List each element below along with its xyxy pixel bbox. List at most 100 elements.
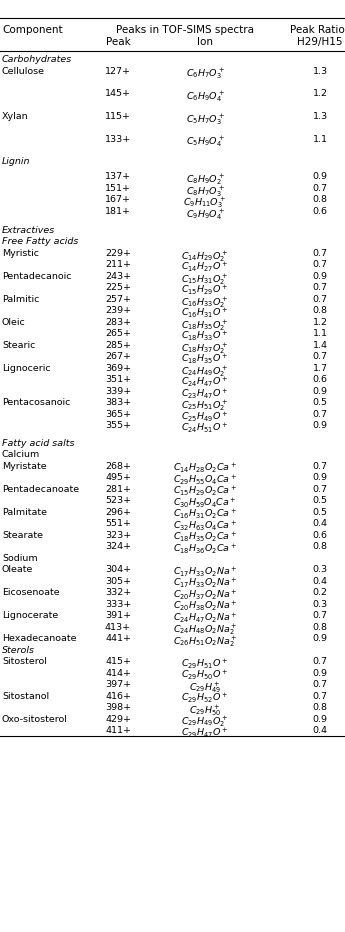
Text: Calcium: Calcium [2,450,40,459]
Text: Fatty acid salts: Fatty acid salts [2,439,75,447]
Text: $C_{18}H_{35}O_2^+$: $C_{18}H_{35}O_2^+$ [181,318,229,333]
Text: 0.3: 0.3 [313,599,327,609]
Text: 0.7: 0.7 [313,692,327,701]
Text: 0.6: 0.6 [313,530,327,540]
Text: Peak Ratios: Peak Ratios [290,25,345,35]
Text: 1.1: 1.1 [313,134,327,144]
Text: Stearate: Stearate [2,530,43,540]
Text: 225+: 225+ [105,283,131,293]
Text: 304+: 304+ [105,565,131,574]
Text: 351+: 351+ [105,376,131,384]
Text: Ion: Ion [197,37,213,47]
Text: 0.7: 0.7 [313,295,327,304]
Text: 1.2: 1.2 [313,318,327,327]
Text: $C_{15}H_{29}O_2Ca^+$: $C_{15}H_{29}O_2Ca^+$ [173,485,237,499]
Text: 0.9: 0.9 [313,172,327,182]
Text: Myristate: Myristate [2,461,47,471]
Text: 211+: 211+ [105,260,131,269]
Text: $C_{24}H_{51}O^+$: $C_{24}H_{51}O^+$ [181,421,229,435]
Text: 167+: 167+ [105,196,131,204]
Text: 1.1: 1.1 [313,329,327,338]
Text: $C_{29}H_{49}O_2^+$: $C_{29}H_{49}O_2^+$ [181,715,229,730]
Text: Xylan: Xylan [2,112,29,121]
Text: H29/H15: H29/H15 [297,37,343,47]
Text: $C_5H_9O_4^+$: $C_5H_9O_4^+$ [186,134,225,149]
Text: 115+: 115+ [105,112,131,121]
Text: Sitostanol: Sitostanol [2,692,49,701]
Text: 267+: 267+ [105,352,131,362]
Text: 323+: 323+ [105,530,131,540]
Text: Oleic: Oleic [2,318,26,327]
Text: 257+: 257+ [105,295,131,304]
Text: 416+: 416+ [105,692,131,701]
Text: 333+: 333+ [105,599,131,609]
Text: $C_{18}H_{33}O^+$: $C_{18}H_{33}O^+$ [181,329,229,343]
Text: 1.2: 1.2 [313,89,327,98]
Text: Pentadecanoic: Pentadecanoic [2,272,71,281]
Text: 383+: 383+ [105,398,131,407]
Text: 265+: 265+ [105,329,131,338]
Text: $C_{20}H_{38}O_2Na^+$: $C_{20}H_{38}O_2Na^+$ [173,599,237,613]
Text: 151+: 151+ [105,184,131,193]
Text: 398+: 398+ [105,703,131,712]
Text: $C_{29}H_{47}O^+$: $C_{29}H_{47}O^+$ [181,726,229,740]
Text: 0.7: 0.7 [313,283,327,293]
Text: 369+: 369+ [105,363,131,373]
Text: $C_{30}H_{59}O_4Ca^+$: $C_{30}H_{59}O_4Ca^+$ [173,496,237,510]
Text: 0.4: 0.4 [313,577,327,585]
Text: $C_{14}H_{28}O_2Ca^+$: $C_{14}H_{28}O_2Ca^+$ [173,461,237,475]
Text: 355+: 355+ [105,421,131,431]
Text: 0.7: 0.7 [313,611,327,620]
Text: Peaks in TOF-SIMS spectra: Peaks in TOF-SIMS spectra [116,25,254,35]
Text: 551+: 551+ [105,519,131,528]
Text: 1.3: 1.3 [313,66,327,75]
Text: 305+: 305+ [105,577,131,585]
Text: $C_{29}H_{50}^+$: $C_{29}H_{50}^+$ [189,703,221,718]
Text: $C_{23}H_{47}O^+$: $C_{23}H_{47}O^+$ [181,387,229,401]
Text: 413+: 413+ [105,623,131,632]
Text: 0.9: 0.9 [313,272,327,281]
Text: 0.8: 0.8 [313,196,327,204]
Text: 0.8: 0.8 [313,307,327,315]
Text: 137+: 137+ [105,172,131,182]
Text: 0.4: 0.4 [313,726,327,735]
Text: 365+: 365+ [105,410,131,418]
Text: 0.7: 0.7 [313,461,327,471]
Text: 0.5: 0.5 [313,496,327,505]
Text: 0.7: 0.7 [313,657,327,666]
Text: Peak: Peak [106,37,130,47]
Text: Sterols: Sterols [2,646,35,654]
Text: Pentacosanoic: Pentacosanoic [2,398,70,407]
Text: $C_5H_7O_3^+$: $C_5H_7O_3^+$ [186,112,225,127]
Text: 285+: 285+ [105,341,131,350]
Text: $C_{18}H_{35}O^+$: $C_{18}H_{35}O^+$ [181,352,229,366]
Text: Eicosenoate: Eicosenoate [2,588,60,597]
Text: $C_{29}H_{52}O^+$: $C_{29}H_{52}O^+$ [181,692,229,706]
Text: Lignocerate: Lignocerate [2,611,58,620]
Text: Lignin: Lignin [2,158,30,166]
Text: 441+: 441+ [105,634,131,643]
Text: 229+: 229+ [105,249,131,258]
Text: Oleate: Oleate [2,565,33,574]
Text: $C_{17}H_{33}O_2Na^+$: $C_{17}H_{33}O_2Na^+$ [173,565,237,579]
Text: 523+: 523+ [105,496,131,505]
Text: 0.7: 0.7 [313,249,327,258]
Text: 239+: 239+ [105,307,131,315]
Text: 397+: 397+ [105,680,131,689]
Text: $C_{18}H_{35}O_2Ca^+$: $C_{18}H_{35}O_2Ca^+$ [173,530,237,544]
Text: 181+: 181+ [105,207,131,216]
Text: 283+: 283+ [105,318,131,327]
Text: 332+: 332+ [105,588,131,597]
Text: $C_8H_9O_2^+$: $C_8H_9O_2^+$ [186,172,225,187]
Text: $C_{15}H_{31}O_2^+$: $C_{15}H_{31}O_2^+$ [181,272,229,287]
Text: 495+: 495+ [105,473,131,482]
Text: 0.7: 0.7 [313,260,327,269]
Text: 0.2: 0.2 [313,588,327,597]
Text: Myristic: Myristic [2,249,39,258]
Text: 0.9: 0.9 [313,387,327,396]
Text: $C_{20}H_{37}O_2Na^+$: $C_{20}H_{37}O_2Na^+$ [173,588,237,602]
Text: 0.5: 0.5 [313,398,327,407]
Text: 0.8: 0.8 [313,542,327,551]
Text: 0.7: 0.7 [313,184,327,193]
Text: Free Fatty acids: Free Fatty acids [2,238,78,246]
